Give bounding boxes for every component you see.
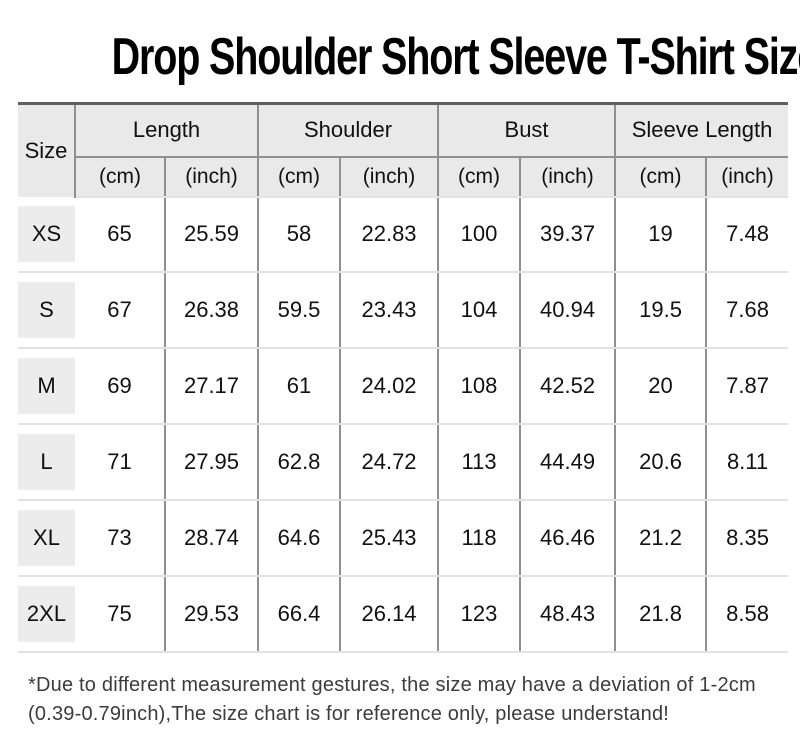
- length-inch-value: 27.95: [165, 423, 260, 501]
- table-row-2xl: 2XL 75 29.53 66.4 26.14 123 48.43 21.8 8…: [18, 575, 789, 653]
- shoulder-cm-value: 66.4: [258, 575, 342, 653]
- table-row-m: M 69 27.17 61 24.02 108 42.52 20 7.87: [18, 347, 789, 425]
- column-header-sleeve-length: Sleeve Length: [615, 102, 789, 158]
- sleeve-inch-value: 7.48: [706, 196, 789, 273]
- bust-inch-value: 44.49: [520, 423, 617, 501]
- unit-sleeve-cm: (cm): [615, 156, 708, 198]
- bust-inch-value: 46.46: [520, 499, 617, 577]
- length-cm-value: 67: [75, 271, 166, 349]
- footnote: *Due to different measurement gestures, …: [28, 671, 774, 729]
- size-label-cell: M: [18, 347, 75, 425]
- shoulder-inch-value: 22.83: [340, 196, 440, 273]
- size-label: L: [18, 433, 75, 490]
- size-label: 2XL: [18, 585, 75, 642]
- size-label-cell: XL: [18, 499, 75, 577]
- sleeve-cm-value: 20: [615, 347, 708, 425]
- sleeve-cm-value: 21.2: [615, 499, 708, 577]
- table-row-xs: XS 65 25.59 58 22.83 100 39.37 19 7.48: [18, 196, 789, 273]
- length-cm-value: 73: [75, 499, 166, 577]
- header-unit-row: (cm) (inch) (cm) (inch) (cm) (inch) (cm)…: [18, 156, 789, 198]
- size-label: XL: [18, 509, 75, 566]
- unit-bust-inch: (inch): [520, 156, 617, 198]
- sleeve-cm-value: 19.5: [615, 271, 708, 349]
- length-cm-value: 65: [75, 196, 166, 273]
- column-header-bust: Bust: [438, 102, 617, 158]
- size-label-cell: XS: [18, 196, 75, 273]
- sleeve-inch-value: 7.87: [706, 347, 789, 425]
- shoulder-cm-value: 58: [258, 196, 342, 273]
- unit-shoulder-cm: (cm): [258, 156, 342, 198]
- bust-inch-value: 39.37: [520, 196, 617, 273]
- shoulder-cm-value: 64.6: [258, 499, 342, 577]
- bust-cm-value: 100: [438, 196, 522, 273]
- sleeve-cm-value: 21.8: [615, 575, 708, 653]
- column-header-size: Size: [18, 102, 76, 197]
- shoulder-inch-value: 26.14: [340, 575, 440, 653]
- shoulder-inch-value: 24.02: [340, 347, 440, 425]
- unit-length-inch: (inch): [165, 156, 260, 198]
- bust-cm-value: 104: [438, 271, 522, 349]
- column-header-shoulder: Shoulder: [258, 102, 440, 158]
- unit-shoulder-inch: (inch): [340, 156, 440, 198]
- size-label: M: [18, 357, 75, 414]
- column-header-length: Length: [75, 102, 260, 158]
- table-row-xl: XL 73 28.74 64.6 25.43 118 46.46 21.2 8.…: [18, 499, 789, 577]
- table-row-l: L 71 27.95 62.8 24.72 113 44.49 20.6 8.1…: [18, 423, 789, 501]
- size-label: S: [18, 281, 75, 338]
- length-inch-value: 26.38: [165, 271, 260, 349]
- table-row-s: S 67 26.38 59.5 23.43 104 40.94 19.5 7.6…: [18, 271, 789, 349]
- shoulder-cm-value: 59.5: [258, 271, 342, 349]
- length-inch-value: 28.74: [165, 499, 260, 577]
- length-inch-value: 29.53: [165, 575, 260, 653]
- unit-sleeve-inch: (inch): [706, 156, 789, 198]
- size-label-cell: S: [18, 271, 75, 349]
- length-cm-value: 75: [75, 575, 166, 653]
- size-label-cell: L: [18, 423, 75, 501]
- header-group-row: Size Length Shoulder Bust Sleeve Length: [18, 102, 789, 197]
- bust-cm-value: 118: [438, 499, 522, 577]
- shoulder-inch-value: 25.43: [340, 499, 440, 577]
- title-wrap: Drop Shoulder Short Sleeve T-Shirt Size: [0, 0, 800, 98]
- unit-bust-cm: (cm): [438, 156, 522, 198]
- length-inch-value: 27.17: [165, 347, 260, 425]
- length-cm-value: 69: [75, 347, 166, 425]
- bust-cm-value: 113: [438, 423, 522, 501]
- length-inch-value: 25.59: [165, 196, 260, 273]
- bust-inch-value: 40.94: [520, 271, 617, 349]
- footnote-line-1: *Due to different measurement gestures, …: [28, 673, 756, 696]
- sleeve-inch-value: 8.58: [706, 575, 789, 653]
- shoulder-cm-value: 62.8: [258, 423, 342, 501]
- unit-length-cm: (cm): [75, 156, 166, 198]
- length-cm-value: 71: [75, 423, 166, 501]
- shoulder-inch-value: 23.43: [340, 271, 440, 349]
- bust-cm-value: 108: [438, 347, 522, 425]
- bust-cm-value: 123: [438, 575, 522, 653]
- bust-inch-value: 42.52: [520, 347, 617, 425]
- footnote-line-2: (0.39-0.79inch),The size chart is for re…: [28, 702, 670, 725]
- sleeve-cm-value: 19: [615, 196, 708, 273]
- sleeve-inch-value: 8.11: [706, 423, 789, 501]
- size-label-cell: 2XL: [18, 575, 75, 653]
- sleeve-inch-value: 8.35: [706, 499, 789, 577]
- shoulder-inch-value: 24.72: [340, 423, 440, 501]
- sleeve-cm-value: 20.6: [615, 423, 708, 501]
- size-label: XS: [18, 205, 75, 262]
- sleeve-inch-value: 7.68: [706, 271, 789, 349]
- bust-inch-value: 48.43: [520, 575, 617, 653]
- shoulder-cm-value: 61: [258, 347, 342, 425]
- size-chart-table: Size Length Shoulder Bust Sleeve Length …: [18, 102, 789, 653]
- page-title: Drop Shoulder Short Sleeve T-Shirt Size: [111, 28, 800, 86]
